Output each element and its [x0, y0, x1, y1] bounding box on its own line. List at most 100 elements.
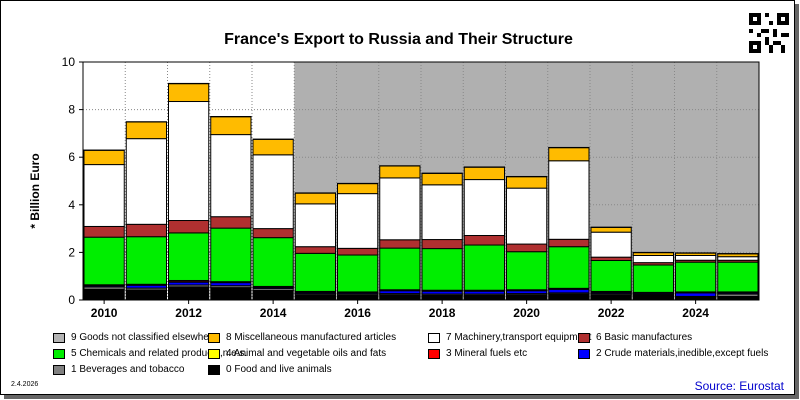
bar-segment-2012-s6 — [168, 220, 210, 234]
bar-segment-2024-s7 — [675, 254, 717, 261]
bar-segment-2011-s5 — [125, 236, 167, 285]
bar-segment-2016-s0 — [337, 294, 379, 301]
legend-swatch — [53, 332, 65, 343]
legend-swatch — [578, 332, 590, 343]
bar-segment-2024-s5 — [675, 261, 717, 293]
bar-segment-2012-s7 — [168, 101, 210, 222]
bar-segment-2021-s2 — [548, 288, 590, 294]
bar-segment-2025-s0 — [717, 295, 759, 301]
bar-segment-2013-s7 — [210, 134, 252, 218]
bar-segment-2015-s0 — [294, 294, 336, 301]
bar-segment-2010-s0 — [83, 288, 125, 301]
bar-segment-2019-s6 — [463, 235, 505, 246]
legend-item: 8 Miscellaneous manufactured articles — [208, 332, 396, 344]
bar-segment-2019-s5 — [463, 244, 505, 291]
legend-item: 0 Food and live animals — [208, 364, 332, 376]
bar-segment-2018-s8 — [421, 172, 463, 186]
bar-segment-2013-s5 — [210, 227, 252, 283]
bar-segment-2010-s6 — [83, 225, 125, 238]
legend-swatch — [208, 364, 220, 375]
x-tick-label: 2016 — [344, 306, 371, 320]
bar-segment-2011-s8 — [125, 121, 167, 140]
bar-segment-2013-s6 — [210, 216, 252, 229]
legend-swatch — [208, 348, 220, 359]
bar-segment-2019-s8 — [463, 166, 505, 181]
x-tick-label: 2012 — [175, 306, 202, 320]
bar-segment-2015-s5 — [294, 252, 336, 292]
bar-segment-2016-s8 — [337, 183, 379, 195]
bar-segment-2012-s8 — [168, 83, 210, 103]
bar-segment-2017-s8 — [379, 165, 421, 179]
plot-border — [82, 61, 760, 301]
bar-segment-2014-s5 — [252, 237, 294, 287]
bar-segment-2018-s5 — [421, 248, 463, 291]
legend-label: 3 Mineral fuels etc — [446, 348, 528, 359]
x-tick-label: 2010 — [91, 306, 118, 320]
bar-segment-2010-s8 — [83, 149, 125, 166]
bar-segment-2015-s8 — [294, 192, 336, 205]
bar-segment-2015-s6 — [294, 246, 336, 254]
bar-segment-2024-s2 — [675, 292, 717, 297]
legend-swatch — [53, 348, 65, 359]
bar-segment-2021-s7 — [548, 160, 590, 240]
legend-swatch — [428, 348, 440, 359]
legend-swatch — [53, 364, 65, 375]
x-tick-label: 2018 — [429, 306, 456, 320]
stacked-bar-chart: 0 2 4 6 8 10 2010 2012 2014 2016 2018 2020 2022 2024 *… — [28, 55, 760, 320]
bar-segment-2014-s0 — [252, 289, 294, 301]
bar-segment-2021-s6 — [548, 238, 590, 248]
bar-segment-2020-s5 — [506, 251, 548, 291]
x-tick-label: 2022 — [598, 306, 625, 320]
bar-segment-2012-s5 — [168, 232, 210, 281]
bar-segment-2017-s5 — [379, 247, 421, 291]
bar-segment-2020-s0 — [506, 294, 548, 301]
legend-label: 2 Crude materials,inedible,except fuels — [596, 348, 769, 359]
bar-segment-2011-s6 — [125, 223, 167, 238]
legend-swatch — [578, 348, 590, 359]
bar-segment-2016-s7 — [337, 193, 379, 249]
bar-segment-2020-s6 — [506, 243, 548, 253]
legend-label: 0 Food and live animals — [226, 364, 332, 375]
bar-segment-2014-s8 — [252, 138, 294, 156]
bar-segment-2023-s7 — [632, 254, 674, 264]
legend-label: 8 Miscellaneous manufactured articles — [226, 332, 397, 343]
bar-segment-2021-s0 — [548, 293, 590, 301]
bar-segment-2012-s0 — [168, 286, 210, 301]
bar-segment-2018-s6 — [421, 239, 463, 250]
bar-segment-2018-s0 — [421, 294, 463, 301]
bar-segment-2020-s8 — [506, 176, 548, 189]
bar-segment-2025-s7 — [717, 256, 759, 261]
bar-segment-2015-s7 — [294, 203, 336, 248]
qr-code-icon — [749, 13, 789, 53]
bar-segment-2011-s0 — [125, 289, 167, 301]
bar-segment-2025-s5 — [717, 261, 759, 293]
legend-item: 1 Beverages and tobacco — [53, 364, 184, 376]
y-tick-label: 2 — [68, 245, 75, 259]
y-tick-label: 8 — [68, 103, 75, 117]
legend-item: 9 Goods not classified elsewhere — [53, 332, 218, 344]
y-axis-label: * Billion Euro — [28, 153, 42, 228]
bar-segment-2020-s7 — [506, 187, 548, 245]
legend-swatch — [428, 332, 440, 343]
bar-segment-2010-s5 — [83, 236, 125, 286]
bar-segment-2018-s7 — [421, 184, 463, 241]
bar-segment-2017-s6 — [379, 239, 421, 249]
bar-segment-2022-s5 — [590, 259, 632, 292]
legend-label: 5 Chemicals and related products,n.e.s. — [71, 348, 248, 359]
legend-swatch — [208, 332, 220, 343]
y-tick-label: 4 — [68, 198, 75, 212]
x-tick-label: 2020 — [513, 306, 540, 320]
legend-item: 3 Mineral fuels etc — [428, 348, 527, 360]
bar-segment-2021-s8 — [548, 147, 590, 162]
legend-item: 2 Crude materials,inedible,except fuels — [578, 348, 768, 360]
bar-segment-2016-s5 — [337, 254, 379, 293]
bar-segment-2022-s0 — [590, 294, 632, 301]
bar-segment-2013-s8 — [210, 116, 252, 136]
bar-segment-2014-s6 — [252, 228, 294, 239]
bar-segment-2023-s5 — [632, 264, 674, 293]
legend-label: 1 Beverages and tobacco — [71, 364, 185, 375]
legend-label: 9 Goods not classified elsewhere — [71, 332, 218, 343]
date-stamp: 2.4.2026 — [11, 381, 39, 388]
legend-label: 6 Basic manufactures — [596, 332, 693, 343]
bar-segment-2019-s0 — [463, 294, 505, 301]
